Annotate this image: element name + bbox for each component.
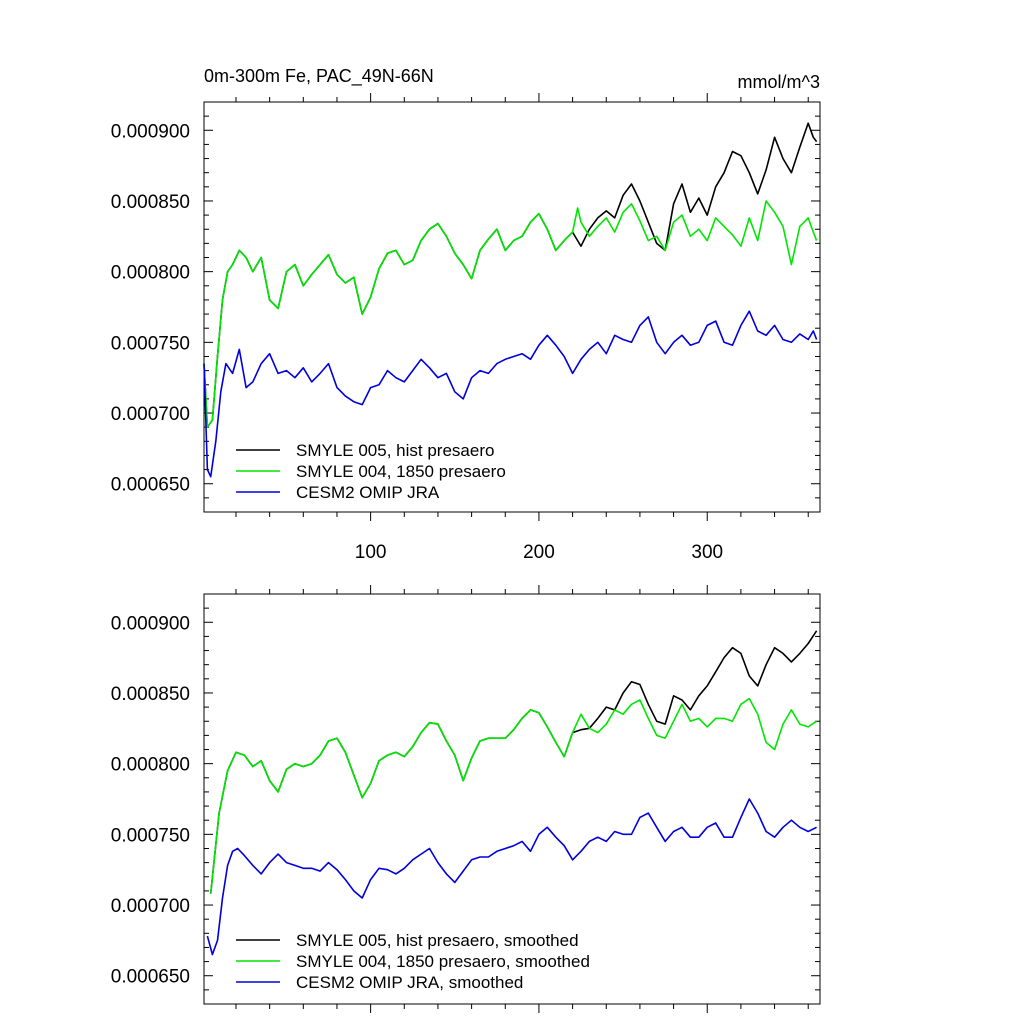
- panel2-ytick-label: 0.000650: [111, 967, 190, 988]
- panel1-legend-label: CESM2 OMIP JRA: [296, 483, 440, 502]
- panel2-series-2: [209, 697, 818, 894]
- panel1-ytick-label: 0.000850: [111, 192, 190, 213]
- panel1-ytick-label: 0.000900: [111, 121, 190, 142]
- panel1-units: mmol/m^3: [738, 72, 820, 92]
- panel1-title: 0m-300m Fe, PAC_49N-66N: [204, 66, 434, 87]
- panel1-xtick-label: 300: [691, 542, 723, 563]
- panel1-series-2: [203, 200, 818, 429]
- panel2-ytick-label: 0.000800: [111, 755, 190, 776]
- panel2-plot: 0.000650 0.000700 0.000750 0.000800 0.000850…: [111, 585, 821, 1013]
- panel1-series-1: [203, 122, 818, 429]
- panel2-ytick-label: 0.000750: [111, 825, 190, 846]
- panel1-ytick-label: 0.000750: [111, 333, 190, 354]
- panel1-xtick-label: 100: [355, 542, 387, 563]
- panel1-xtick-label: 200: [523, 542, 555, 563]
- panel1-series-3: [203, 310, 818, 478]
- panel1-legend-label: SMYLE 004, 1850 presaero: [296, 462, 506, 481]
- panel1-ytick-label: 0.000800: [111, 263, 190, 284]
- panel2-series-1: [209, 630, 818, 894]
- panel1-ytick-label: 0.000700: [111, 404, 190, 425]
- panel2-legend-label: SMYLE 004, 1850 presaero, smoothed: [296, 952, 590, 971]
- panel2-legend-label: SMYLE 005, hist presaero, smoothed: [296, 931, 579, 950]
- panel2-ytick-label: 0.000900: [111, 613, 190, 634]
- panel1-frame: [203, 101, 821, 513]
- panel2-legend-label: CESM2 OMIP JRA, smoothed: [296, 973, 523, 992]
- panel2-series-3: [206, 798, 817, 956]
- panel2-ytick-label: 0.000700: [111, 896, 190, 917]
- panel1-plot: 0.000650 0.000700 0.000750 0.000800 0.000850…: [111, 93, 821, 563]
- panel1-ytick-label: 0.000650: [111, 475, 190, 496]
- panel1-legend-label: SMYLE 005, hist presaero: [296, 441, 494, 460]
- panel2-frame: [203, 593, 821, 1005]
- panel2-ytick-label: 0.000850: [111, 684, 190, 705]
